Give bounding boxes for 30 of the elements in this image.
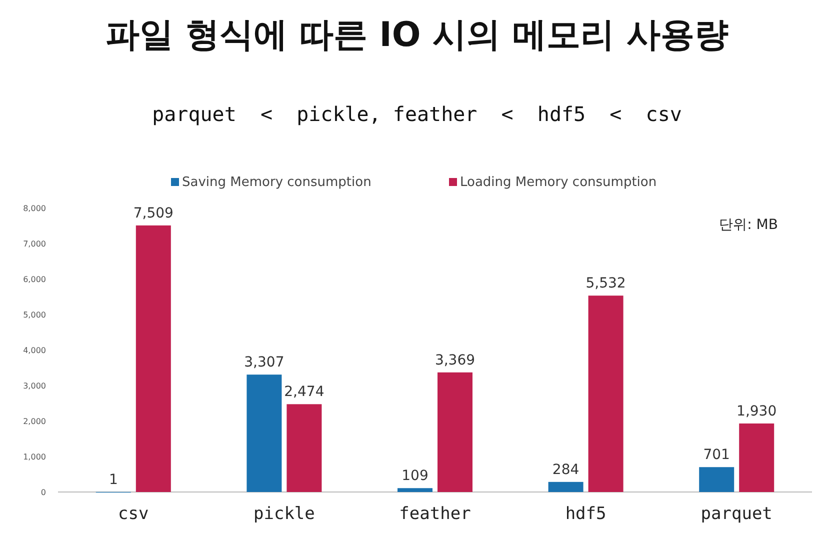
axis-y: 0 1,000 2,000 3,000 4,000 5,000 6,000 7,000 8,000 — [23, 204, 46, 497]
bar — [699, 467, 734, 492]
x-tick-label: feather — [399, 504, 471, 524]
data-label: 3,369 — [434, 352, 476, 368]
data-label: 2,474 — [284, 384, 324, 400]
chart-subtitle: parquet < pickle, feather < hdf5 < csv — [152, 102, 682, 126]
data-label: 7,509 — [133, 205, 174, 222]
bar — [588, 296, 624, 492]
data-label: 109 — [402, 468, 428, 484]
bar — [548, 482, 584, 492]
data-label: 1,930 — [736, 403, 777, 420]
x-tick-label: pickle — [253, 504, 315, 524]
x-tick-label: csv — [118, 504, 149, 524]
bar — [438, 372, 472, 492]
legend-label: Loading Memory consumption — [460, 175, 657, 190]
bar — [286, 404, 322, 492]
data-label: 3,307 — [244, 354, 284, 371]
annotation: 단위: MB — [719, 217, 778, 233]
bar — [136, 225, 171, 492]
data-label: 1 — [108, 472, 118, 488]
data-label: 5,532 — [586, 276, 626, 292]
bar — [246, 374, 282, 492]
data-label: 284 — [552, 462, 580, 478]
x-tick-label: hdf5 — [565, 504, 606, 524]
x-tick-label: parquet — [700, 504, 772, 524]
bar — [398, 488, 432, 492]
bar — [739, 423, 774, 492]
data-label: 701 — [703, 447, 730, 464]
legend-label: Saving Memory consumption — [182, 175, 372, 190]
chart-title: 파일 형식에 따른 IO 시의 메모리 사용량 — [106, 15, 728, 55]
